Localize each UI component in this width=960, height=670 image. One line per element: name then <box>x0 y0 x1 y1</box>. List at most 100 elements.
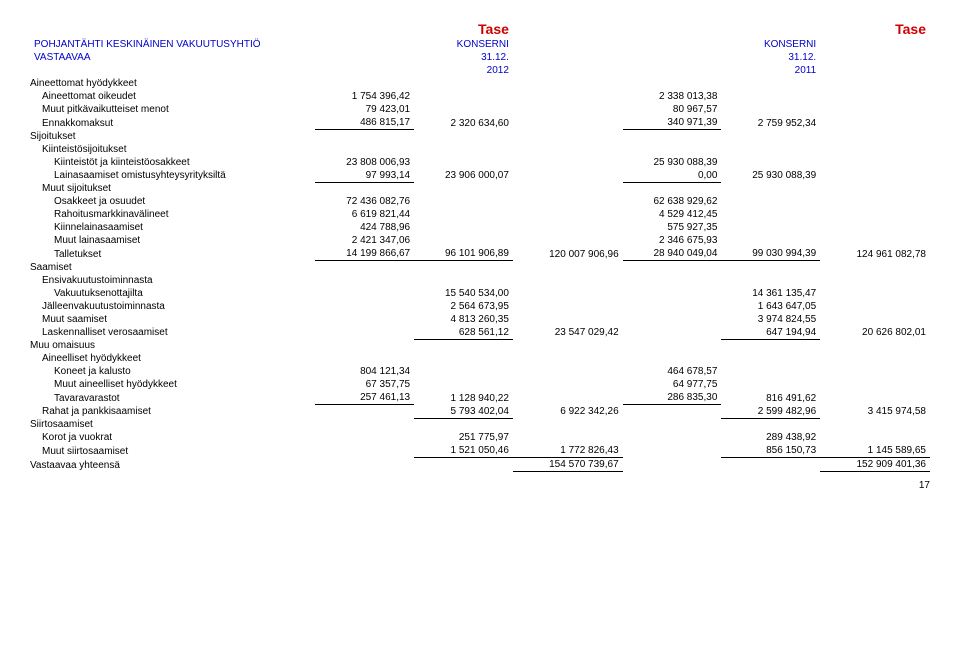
val: 289 438,92 <box>721 431 820 444</box>
val: 154 570 739,67 <box>513 458 623 472</box>
val: 23 906 000,07 <box>414 169 513 183</box>
val: 486 815,17 <box>315 116 414 130</box>
val: 4 529 412,45 <box>623 208 722 221</box>
year-1: 2012 <box>414 64 513 77</box>
row-osakkeet-osuudet: Osakkeet ja osuudet <box>30 195 315 208</box>
row-muut-lainasaamiset: Muut lainasaamiset <box>30 234 315 247</box>
val: 424 788,96 <box>315 221 414 234</box>
val: 1 145 589,65 <box>820 444 930 458</box>
val: 2 564 673,95 <box>414 300 513 313</box>
row-ennakkomaksut: Ennakkomaksut <box>30 116 315 130</box>
row-laskennalliset-verosaamiset: Laskennalliset verosaamiset <box>30 326 315 340</box>
val: 251 775,97 <box>414 431 513 444</box>
val: 120 007 906,96 <box>513 247 623 261</box>
val: 99 030 994,39 <box>721 247 820 261</box>
section-kiinteistosijoitukset: Kiinteistösijoitukset <box>30 143 315 156</box>
section-saamiset: Saamiset <box>30 261 315 274</box>
val: 2 320 634,60 <box>414 116 513 130</box>
row-muut-saamiset: Muut saamiset <box>30 313 315 326</box>
val: 4 813 260,35 <box>414 313 513 326</box>
val: 464 678,57 <box>623 365 722 378</box>
val: 647 194,94 <box>721 326 820 340</box>
val: 25 930 088,39 <box>623 156 722 169</box>
row-vastaavaa-yhteensa: Vastaavaa yhteensä <box>30 458 315 472</box>
val: 62 638 929,62 <box>623 195 722 208</box>
row-tavaravarastot: Tavaravarastot <box>30 391 315 405</box>
row-kiinnelainasaamiset: Kiinnelainasaamiset <box>30 221 315 234</box>
konserni-1: KONSERNI <box>414 38 513 51</box>
row-jalleenvakuutustoiminnasta: Jälleenvakuutustoiminnasta <box>30 300 315 313</box>
val: 257 461,13 <box>315 391 414 405</box>
row-korot-vuokrat: Korot ja vuokrat <box>30 431 315 444</box>
year-2: 2011 <box>721 64 820 77</box>
val: 15 540 534,00 <box>414 287 513 300</box>
val: 14 361 135,47 <box>721 287 820 300</box>
val: 28 940 049,04 <box>623 247 722 261</box>
val: 97 993,14 <box>315 169 414 183</box>
section-muu-omaisuus: Muu omaisuus <box>30 339 315 352</box>
val: 1 643 647,05 <box>721 300 820 313</box>
section-siirtosaamiset: Siirtosaamiset <box>30 418 315 431</box>
tase-header-1: Tase <box>414 20 513 38</box>
section-sijoitukset: Sijoitukset <box>30 130 315 143</box>
val: 1 772 826,43 <box>513 444 623 458</box>
val: 804 121,34 <box>315 365 414 378</box>
val: 124 961 082,78 <box>820 247 930 261</box>
val: 25 930 088,39 <box>721 169 820 183</box>
val: 340 971,39 <box>623 116 722 130</box>
val: 575 927,35 <box>623 221 722 234</box>
val: 2 759 952,34 <box>721 116 820 130</box>
val: 628 561,12 <box>414 326 513 340</box>
val: 3 974 824,55 <box>721 313 820 326</box>
val: 286 835,30 <box>623 391 722 405</box>
tase-header-2: Tase <box>820 20 930 38</box>
date-1: 31.12. <box>414 51 513 64</box>
val: 1 521 050,46 <box>414 444 513 458</box>
val: 856 150,73 <box>721 444 820 458</box>
val: 6 619 821,44 <box>315 208 414 221</box>
section-aineelliset-hyodykkeet: Aineelliset hyödykkeet <box>30 352 315 365</box>
val: 2 338 013,38 <box>623 90 722 103</box>
val: 79 423,01 <box>315 103 414 116</box>
val: 2 599 482,96 <box>721 405 820 419</box>
row-lainasaamiset-omistus: Lainasaamiset omistusyhteysyrityksiltä <box>30 169 315 183</box>
company-name: POHJANTÄHTI KESKINÄINEN VAKUUTUSYHTIÖ <box>30 38 315 51</box>
row-aineettomat-oikeudet: Aineettomat oikeudet <box>30 90 315 103</box>
konserni-2: KONSERNI <box>721 38 820 51</box>
val: 3 415 974,58 <box>820 405 930 419</box>
val: 2 421 347,06 <box>315 234 414 247</box>
section-muut-sijoitukset: Muut sijoitukset <box>30 182 315 195</box>
date-2: 31.12. <box>721 51 820 64</box>
val: 152 909 401,36 <box>820 458 930 472</box>
val: 72 436 082,76 <box>315 195 414 208</box>
row-muut-pitkavaikutteiset: Muut pitkävaikutteiset menot <box>30 103 315 116</box>
balance-sheet-table: Tase Tase POHJANTÄHTI KESKINÄINEN VAKUUT… <box>30 20 930 472</box>
row-vakuutuksenottajilta: Vakuutuksenottajilta <box>30 287 315 300</box>
page-number: 17 <box>30 480 930 491</box>
val: 14 199 866,67 <box>315 247 414 261</box>
val: 23 547 029,42 <box>513 326 623 340</box>
row-koneet-kalusto: Koneet ja kalusto <box>30 365 315 378</box>
section-ensivakuutustoiminnasta: Ensivakuutustoiminnasta <box>30 274 315 287</box>
vastaavaa-label: VASTAAVAA <box>30 51 315 64</box>
val: 80 967,57 <box>623 103 722 116</box>
row-muut-aineelliset-hyodykkeet: Muut aineelliset hyödykkeet <box>30 378 315 391</box>
val: 0,00 <box>623 169 722 183</box>
section-aineettomat-hyodykkeet: Aineettomat hyödykkeet <box>30 77 315 90</box>
val: 816 491,62 <box>721 391 820 405</box>
val: 6 922 342,26 <box>513 405 623 419</box>
val: 23 808 006,93 <box>315 156 414 169</box>
row-muut-siirtosaamiset: Muut siirtosaamiset <box>30 444 315 458</box>
val: 20 626 802,01 <box>820 326 930 340</box>
row-kiinteistot-osakkeet: Kiinteistöt ja kiinteistöosakkeet <box>30 156 315 169</box>
val: 1 128 940,22 <box>414 391 513 405</box>
val: 64 977,75 <box>623 378 722 391</box>
val: 2 346 675,93 <box>623 234 722 247</box>
val: 5 793 402,04 <box>414 405 513 419</box>
row-rahoitusmarkkinavalineet: Rahoitusmarkkinavälineet <box>30 208 315 221</box>
val: 1 754 396,42 <box>315 90 414 103</box>
row-rahat-pankkisaamiset: Rahat ja pankkisaamiset <box>30 405 315 419</box>
val: 67 357,75 <box>315 378 414 391</box>
row-talletukset: Talletukset <box>30 247 315 261</box>
val: 96 101 906,89 <box>414 247 513 261</box>
